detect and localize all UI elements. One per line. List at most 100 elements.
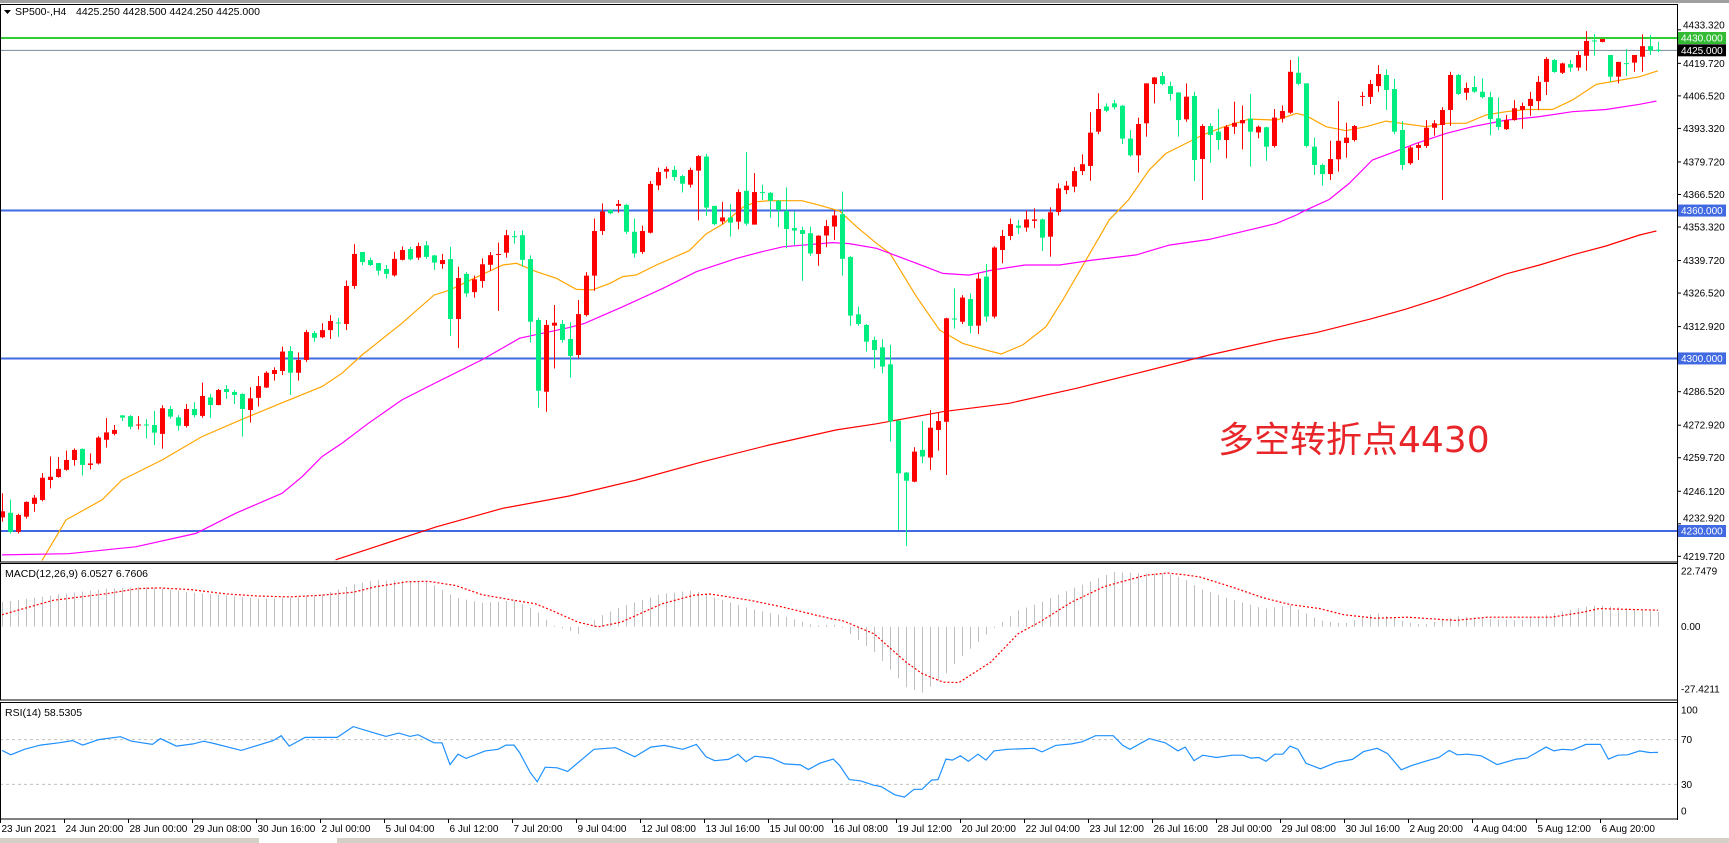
candle-up [1520,102,1525,129]
candle-body [768,192,773,201]
candle-body [1264,127,1269,147]
candle-up [1240,105,1245,150]
rsi-tick-label: 70 [1681,735,1693,746]
candle-up [696,155,701,221]
candle-up [280,346,285,375]
price-tag-label: 4425.000 [1681,46,1723,57]
candle-body [1648,46,1653,51]
candle-down [1648,35,1653,56]
candle-body [1112,103,1117,108]
candle-up [48,456,53,489]
time-tick-label: 5 Aug 12:00 [1538,824,1592,835]
candle-up [72,448,77,466]
candle-down [128,415,133,430]
candle-body [848,256,853,316]
candle-body [840,214,845,259]
candle-body [288,351,293,373]
candle-body [912,451,917,482]
candle-body [1192,95,1197,161]
price-tick-label: 4219.720 [1683,552,1725,563]
chart-tab[interactable] [259,838,337,843]
candle-body [1520,106,1525,110]
candle-body [1320,164,1325,175]
candle-body [256,386,261,398]
candle-body [944,318,949,422]
time-tick-label: 29 Jun 08:00 [194,824,252,835]
candle-up [64,450,69,471]
candle-down [512,231,517,244]
bottom-tab-bar[interactable] [0,838,1729,843]
candle-body [1304,83,1309,146]
candle-body [1384,74,1389,91]
price-axis[interactable]: 4433.320 4419.720 4406.520 4393.320 4379.720… [1677,21,1726,563]
candle-body [1600,38,1605,42]
candle-body [472,279,477,293]
candle-up [600,203,605,235]
candle-body [112,429,117,434]
candle-body [184,408,189,426]
time-tick-label: 29 Jul 08:00 [1282,824,1337,835]
candle-up [816,235,821,266]
candle-up [184,404,189,428]
candle-up [496,242,501,311]
candle-body [1144,83,1149,124]
candle-down [840,191,845,276]
candle-up [1256,125,1261,139]
candle-body [784,211,789,230]
candle-up [824,219,829,248]
candle-body [232,391,237,395]
candle-body [248,398,253,410]
candle-body [480,264,485,282]
triangle-down-icon[interactable] [4,10,11,14]
candle-body [1400,129,1405,165]
candle-body [1568,64,1573,68]
candle-body [1152,77,1157,85]
candle-body [736,192,741,222]
rsi-marks [1,725,1677,798]
candle-body [1296,72,1301,84]
candle-body [1160,75,1165,85]
candle-body [488,255,493,265]
candle-body [936,421,941,430]
candle-body [296,359,301,373]
candle-up [688,167,693,188]
candle-body [1200,126,1205,160]
candle-up [1080,154,1085,176]
price-tick-label: 4246.120 [1683,487,1725,498]
candle-body [1104,106,1109,111]
chart-header: SP500-,H4 4425.250 4428.500 4424.250 442… [4,6,260,18]
candle-body [1008,224,1013,236]
candle-down [800,226,805,281]
candle-body [160,408,165,434]
candle-down [80,448,85,476]
candle-up [1560,62,1565,74]
candle-down [808,226,813,256]
candle-down [1304,83,1309,148]
candle-down [360,251,365,266]
candle-body [400,249,405,260]
macd-pane[interactable]: MACD(12,26,9) 6.0527 6.7606 [0,563,1678,701]
candle-body [64,460,69,470]
price-tag-label: 4360.000 [1681,206,1723,217]
candle-down [968,293,973,334]
time-axis[interactable]: 23 Jun 2021 24 Jun 20:00 28 Jun 00:00 29 Ju… [0,819,1656,835]
candle-body [240,393,245,409]
candle-body [904,472,909,481]
price-pane[interactable]: 多空转折点4430 SP500-,H4 4425.250 4428.500 44… [0,4,1678,563]
time-tick-label: 19 Jul 12:00 [898,824,953,835]
candle-up [1512,100,1517,121]
candle-down [888,344,893,442]
price-tag [1678,204,1726,217]
price-tag-label: 4430.000 [1681,34,1723,45]
candle-down [1400,121,1405,170]
candle-up [928,409,933,470]
candle-up [1336,101,1341,172]
candle-body [128,416,133,427]
candle-up [40,473,45,502]
rsi-pane[interactable]: RSI(14) 58.5305 [0,702,1678,820]
candle-up [592,218,597,291]
price-tag [1678,525,1726,537]
time-tick-label: 15 Jul 00:00 [770,824,825,835]
candles [1,31,1661,547]
